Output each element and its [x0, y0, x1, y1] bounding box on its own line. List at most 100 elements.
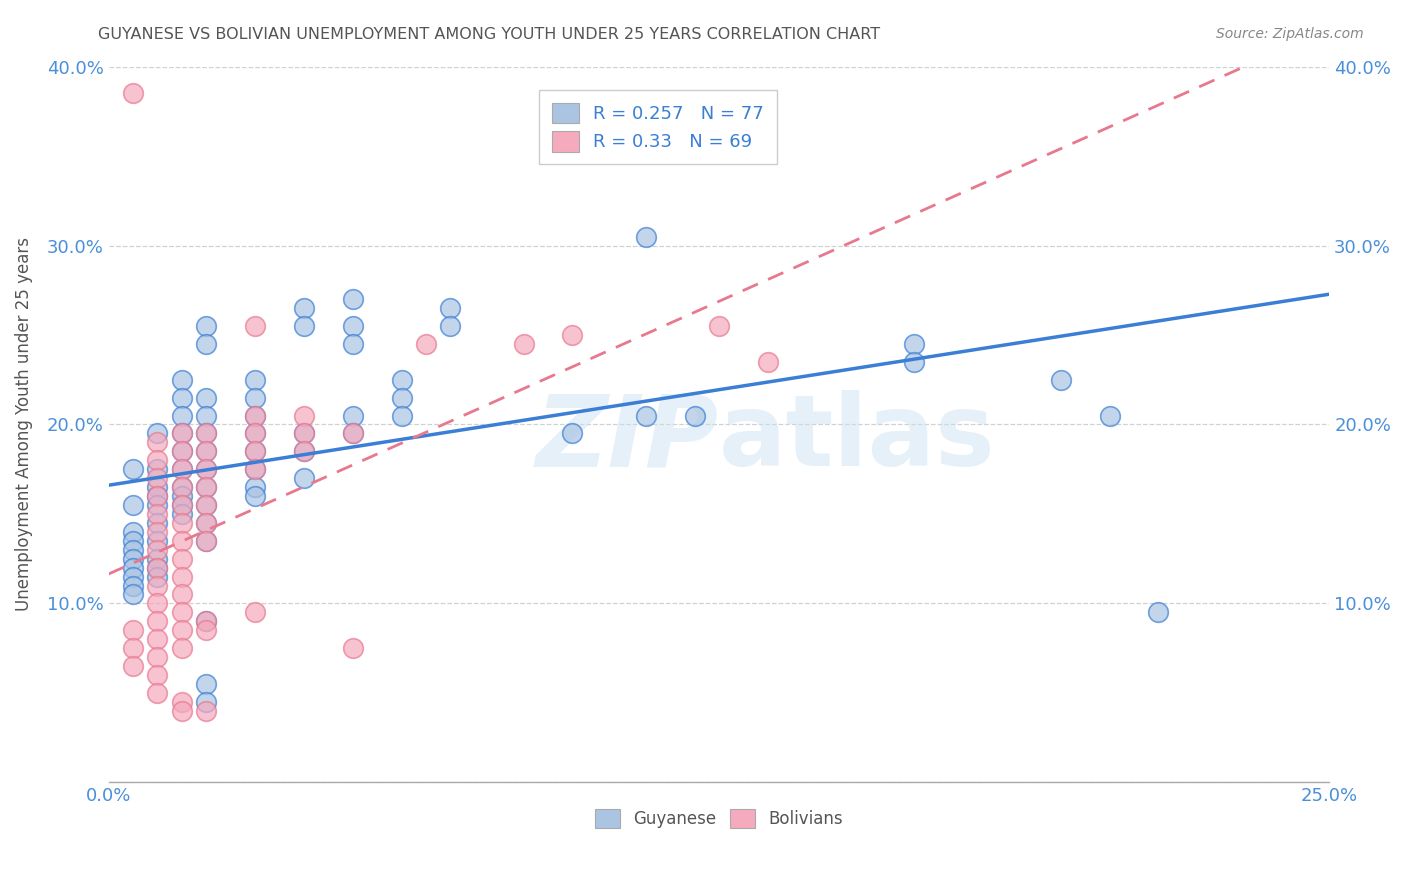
Point [903, 337, 925, 351]
Text: Source: ZipAtlas.com: Source: ZipAtlas.com [1216, 27, 1364, 41]
Point [243, 409, 266, 423]
Point [146, 435, 169, 450]
Point [170, 695, 193, 709]
Point [342, 319, 364, 334]
Point [122, 578, 145, 592]
Point [292, 444, 315, 458]
Point [243, 373, 266, 387]
Point [146, 471, 169, 485]
Point [170, 516, 193, 530]
Point [146, 632, 169, 647]
Point [756, 355, 779, 369]
Point [195, 695, 218, 709]
Point [146, 489, 169, 503]
Point [634, 229, 657, 244]
Point [146, 551, 169, 566]
Point [195, 337, 218, 351]
Point [170, 444, 193, 458]
Point [146, 498, 169, 512]
Point [170, 641, 193, 656]
Point [170, 498, 193, 512]
Point [195, 533, 218, 548]
Point [292, 409, 315, 423]
Point [146, 462, 169, 476]
Point [195, 704, 218, 718]
Text: ZIP: ZIP [536, 391, 718, 487]
Point [170, 462, 193, 476]
Point [170, 569, 193, 583]
Point [146, 596, 169, 610]
Point [342, 292, 364, 306]
Point [391, 391, 413, 405]
Point [146, 542, 169, 557]
Point [146, 686, 169, 700]
Point [195, 480, 218, 494]
Point [122, 533, 145, 548]
Point [195, 409, 218, 423]
Point [195, 498, 218, 512]
Point [195, 516, 218, 530]
Point [195, 533, 218, 548]
Point [146, 524, 169, 539]
Point [903, 355, 925, 369]
Point [634, 409, 657, 423]
Point [146, 650, 169, 665]
Point [122, 542, 145, 557]
Point [439, 319, 461, 334]
Point [146, 516, 169, 530]
Point [415, 337, 437, 351]
Point [243, 391, 266, 405]
Point [170, 409, 193, 423]
Point [292, 301, 315, 315]
Point [195, 426, 218, 441]
Point [146, 453, 169, 467]
Point [243, 480, 266, 494]
Point [170, 426, 193, 441]
Point [391, 373, 413, 387]
Point [243, 444, 266, 458]
Y-axis label: Unemployment Among Youth under 25 years: Unemployment Among Youth under 25 years [15, 237, 32, 612]
Point [195, 677, 218, 691]
Point [342, 409, 364, 423]
Point [243, 462, 266, 476]
Point [195, 444, 218, 458]
Point [122, 462, 145, 476]
Point [146, 533, 169, 548]
Point [170, 444, 193, 458]
Point [170, 480, 193, 494]
Point [342, 337, 364, 351]
Point [243, 606, 266, 620]
Point [146, 426, 169, 441]
Point [170, 507, 193, 521]
Point [170, 551, 193, 566]
Point [195, 462, 218, 476]
Point [1049, 373, 1071, 387]
Point [561, 426, 583, 441]
Point [146, 480, 169, 494]
Point [170, 704, 193, 718]
Point [512, 337, 534, 351]
Point [292, 426, 315, 441]
Point [561, 140, 583, 154]
Point [122, 624, 145, 638]
Point [170, 391, 193, 405]
Point [122, 498, 145, 512]
Point [1098, 409, 1121, 423]
Point [146, 615, 169, 629]
Legend: Guyanese, Bolivians: Guyanese, Bolivians [588, 802, 849, 835]
Point [1147, 606, 1170, 620]
Point [195, 480, 218, 494]
Point [170, 489, 193, 503]
Text: atlas: atlas [718, 391, 995, 487]
Point [243, 489, 266, 503]
Point [243, 444, 266, 458]
Point [561, 328, 583, 343]
Point [243, 426, 266, 441]
Point [195, 319, 218, 334]
Point [195, 516, 218, 530]
Point [243, 409, 266, 423]
Point [170, 462, 193, 476]
Point [195, 615, 218, 629]
Point [122, 659, 145, 673]
Text: GUYANESE VS BOLIVIAN UNEMPLOYMENT AMONG YOUTH UNDER 25 YEARS CORRELATION CHART: GUYANESE VS BOLIVIAN UNEMPLOYMENT AMONG … [98, 27, 880, 42]
